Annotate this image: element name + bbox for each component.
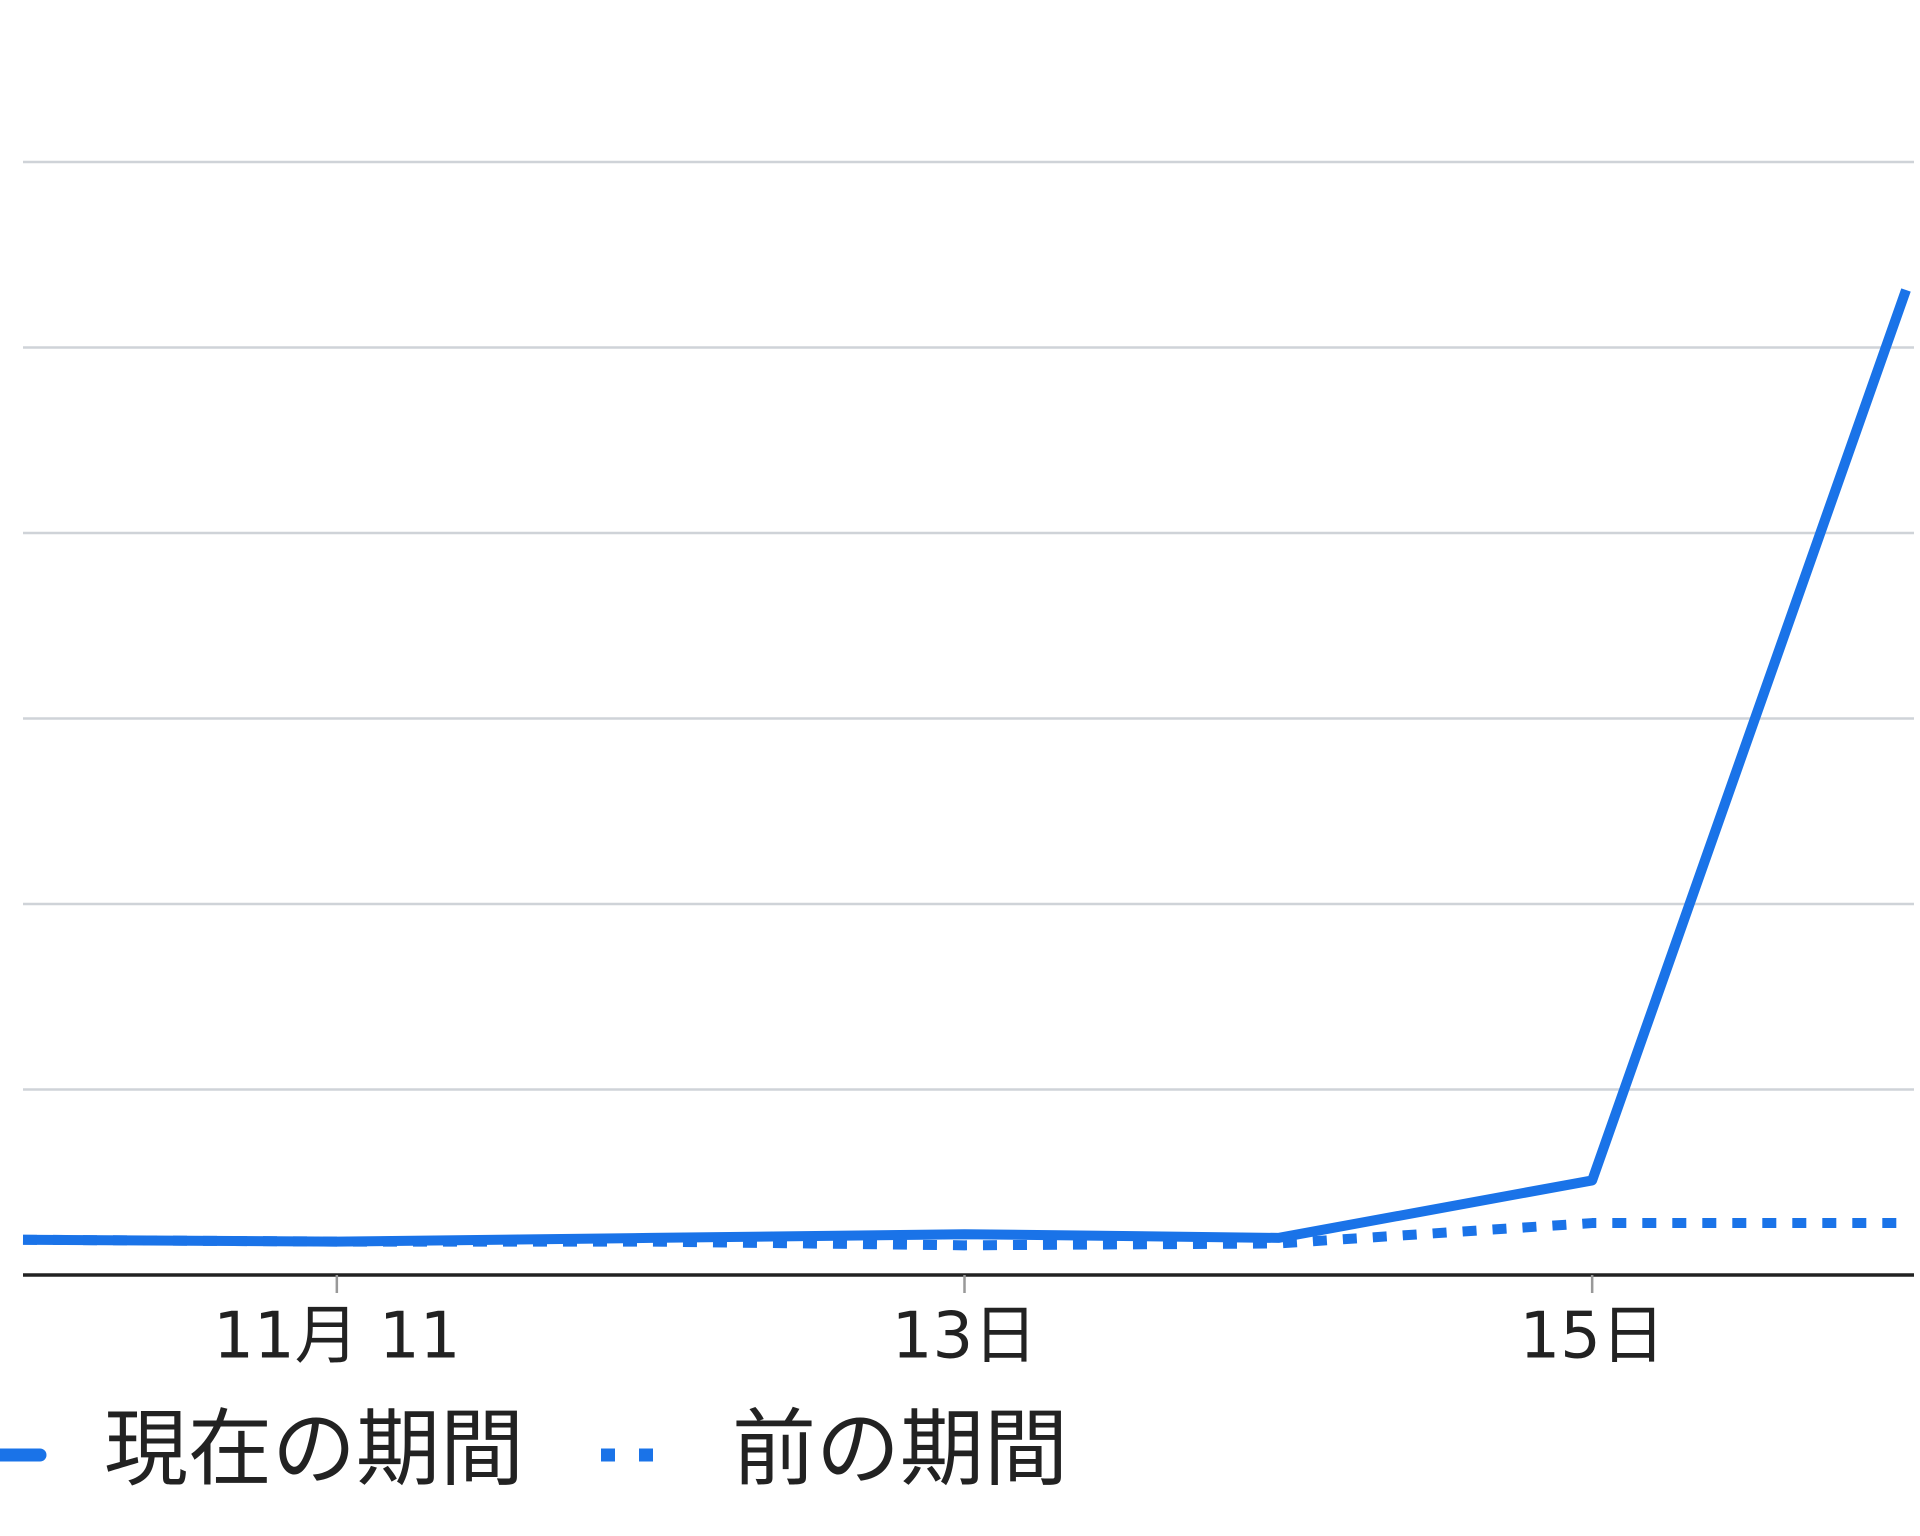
legend-label: 前の期間 xyxy=(732,1400,1068,1498)
x-tick-label: 13日 xyxy=(892,1300,1037,1374)
series-line xyxy=(22,288,1911,1247)
legend-label: 現在の期間 xyxy=(104,1400,524,1498)
x-tick-label: 11月 11 xyxy=(213,1300,460,1374)
series-line xyxy=(22,1218,1906,1251)
x-tick-label: 15日 xyxy=(1519,1300,1664,1374)
